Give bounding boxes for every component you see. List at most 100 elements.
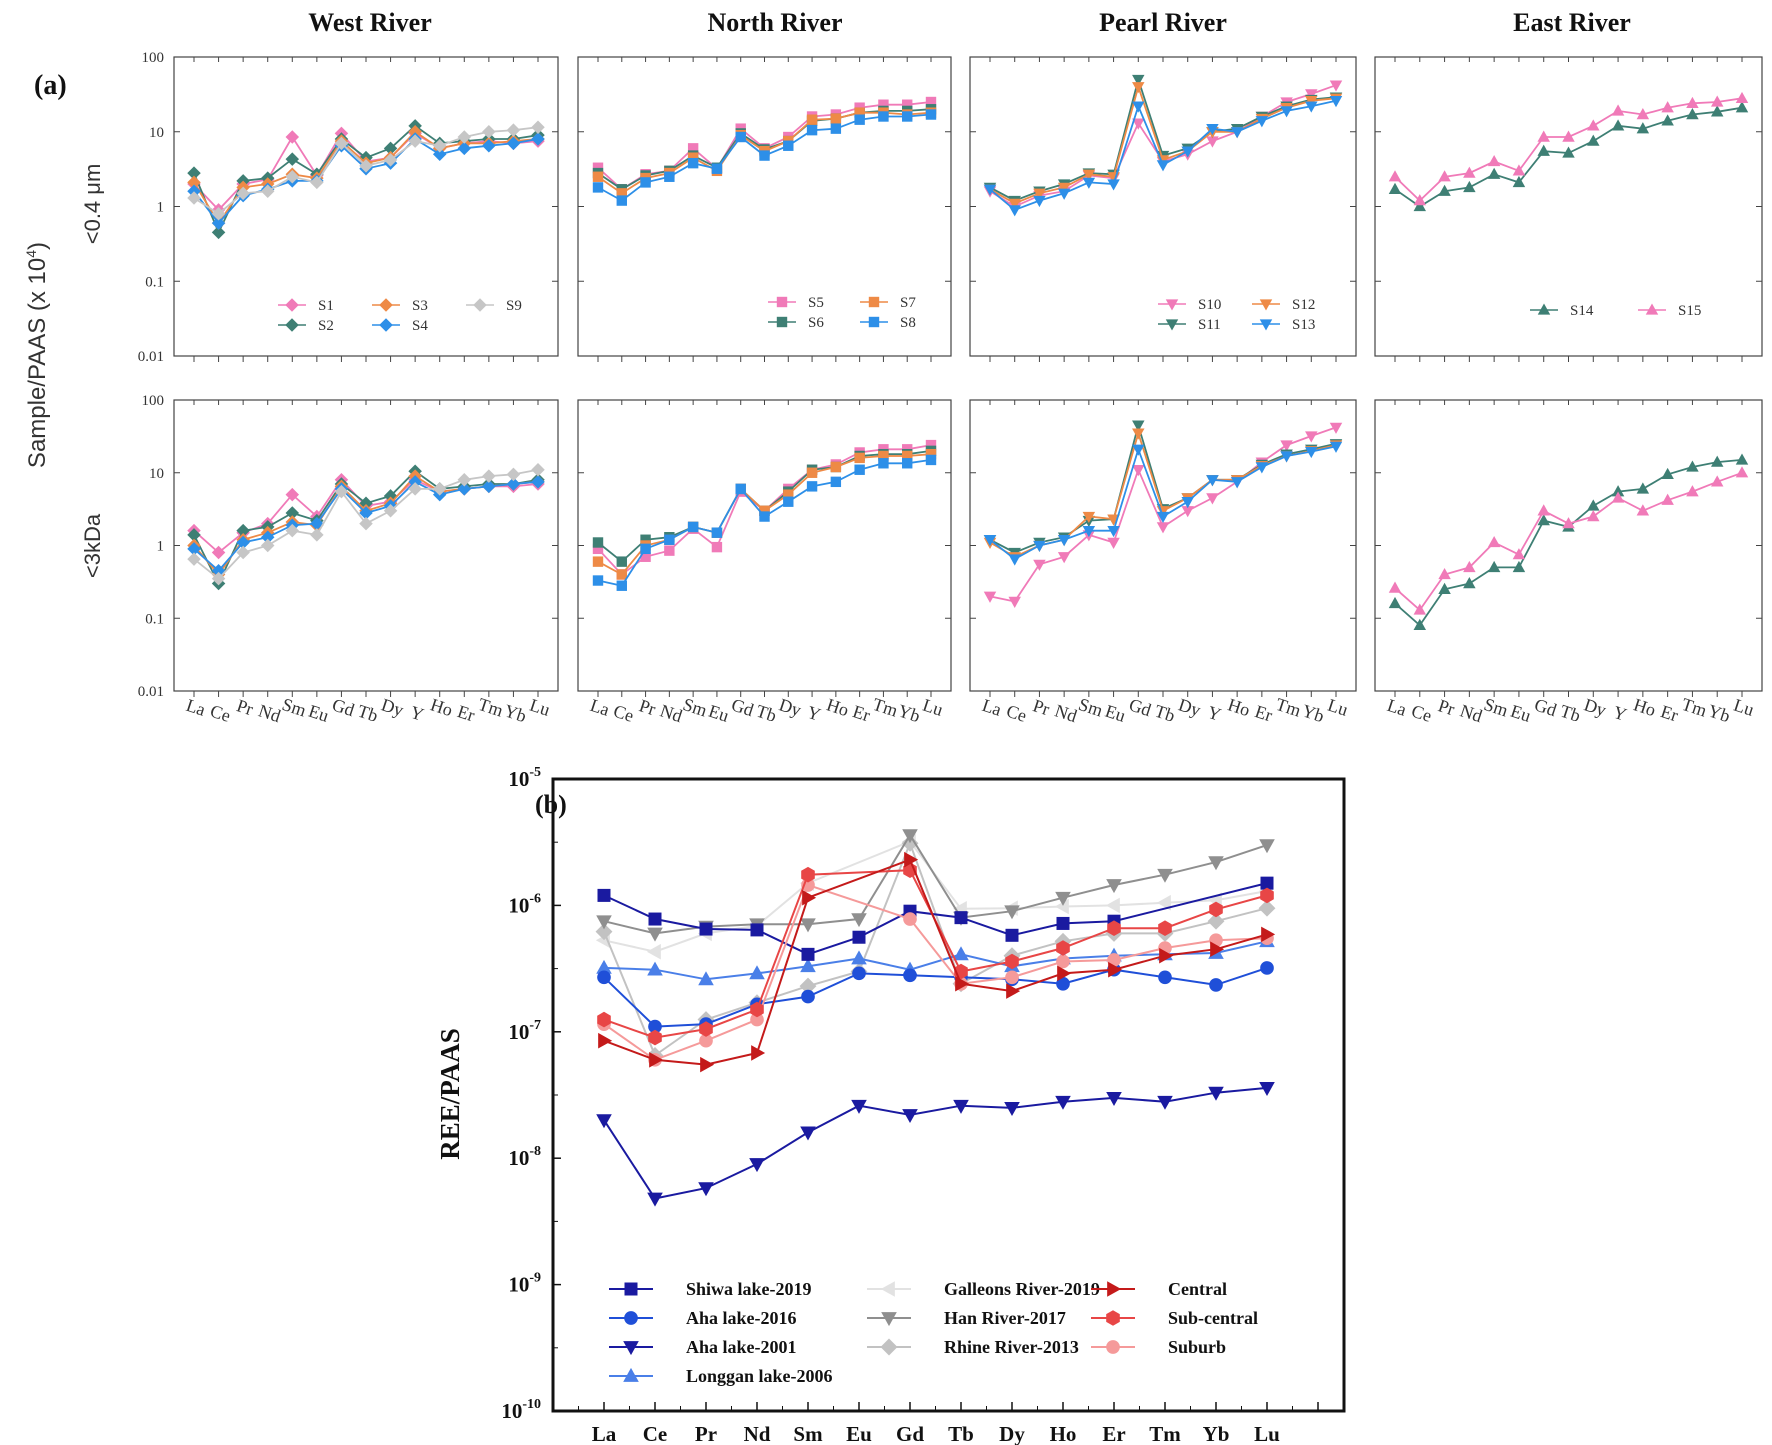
legend-item-aha-lake-2001: Aha lake-2001	[609, 1337, 797, 1357]
x-tick-label: Ho	[1631, 694, 1658, 720]
y-tick-label: 10-5	[508, 765, 541, 791]
data-point	[1438, 582, 1451, 594]
data-point	[711, 163, 723, 174]
data-point	[1207, 912, 1225, 930]
x-tick-label: Yb	[896, 700, 923, 726]
data-point	[1261, 926, 1276, 943]
x-tick-label: Tm	[1273, 694, 1303, 721]
panel-b-chart: (b) REE/PAAS 10-1010-910-810-710-610-5La…	[435, 765, 1346, 1445]
series-S15	[1388, 466, 1749, 615]
data-point	[1305, 101, 1318, 113]
data-point	[852, 930, 866, 944]
data-point	[801, 947, 815, 961]
x-tick-label: Gd	[330, 694, 357, 720]
data-point	[1208, 1086, 1224, 1101]
legend-item-aha-lake-2016: Aha lake-2016	[609, 1308, 797, 1328]
x-tick-label: Eu	[846, 1422, 872, 1445]
x-tick-label: Er	[1253, 701, 1275, 725]
legend-item-S6: S6	[768, 315, 824, 331]
data-point	[1206, 123, 1219, 136]
data-point	[983, 591, 997, 603]
data-point	[1735, 91, 1749, 104]
x-tick-label: Eu	[1508, 701, 1533, 726]
legend-item-sub-central: Sub-central	[1091, 1308, 1258, 1328]
x-tick-label: Pr	[234, 695, 255, 719]
y-axis-title-a: Sample/PAAS (x 104)	[23, 242, 51, 468]
data-point	[1033, 188, 1046, 200]
x-tick-label: Pr	[1031, 695, 1052, 719]
legend-item-S1: S1	[278, 298, 334, 314]
data-point	[750, 1001, 764, 1018]
data-point	[1082, 511, 1096, 524]
data-point	[187, 191, 201, 205]
data-point	[647, 961, 663, 976]
data-point	[1636, 122, 1650, 134]
x-tick-label: Ho	[1225, 694, 1252, 720]
x-tick-label: Dy	[1176, 694, 1203, 720]
legend-marker	[880, 1338, 898, 1356]
data-point	[1611, 491, 1625, 503]
x-tick-label: Dy	[1582, 694, 1609, 720]
legend-label: S5	[808, 295, 824, 311]
y-tick-label: 0.1	[145, 611, 164, 627]
data-point	[1636, 108, 1650, 120]
data-point	[1280, 106, 1293, 118]
legend-label: Aha lake-2001	[686, 1337, 797, 1357]
x-tick-label: Tb	[948, 1422, 974, 1445]
data-point	[1463, 180, 1476, 193]
data-point	[649, 1052, 664, 1068]
data-point	[1056, 954, 1070, 969]
series-S13	[983, 96, 1343, 217]
legend-item-S3: S3	[372, 298, 428, 314]
x-tick-label: Tm	[1149, 1422, 1181, 1445]
y-tick-label: 10	[149, 466, 164, 482]
panel-a-label: (a)	[34, 70, 67, 101]
data-point	[1057, 552, 1071, 564]
x-tick-label: Ce	[208, 701, 233, 726]
data-point	[1132, 74, 1145, 87]
data-point	[616, 556, 627, 567]
legend-label: Galleons River-2019	[944, 1279, 1100, 1299]
legend-marker	[285, 318, 299, 332]
legend-label: S4	[412, 318, 428, 334]
data-point	[1255, 116, 1269, 128]
data-point	[830, 123, 842, 134]
data-point	[1054, 898, 1069, 915]
y-tick-exp: -7	[529, 1018, 541, 1033]
x-tick-label: Eu	[706, 701, 731, 726]
legend-item-S14: S14	[1530, 303, 1594, 319]
data-point	[1260, 887, 1274, 904]
data-point	[211, 545, 226, 560]
legend-label: S15	[1678, 303, 1701, 319]
data-point	[830, 113, 842, 124]
data-point	[1537, 504, 1550, 516]
data-point	[1082, 525, 1096, 538]
data-point	[1438, 567, 1451, 580]
x-tick-label: Tb	[754, 701, 779, 726]
data-point	[1158, 970, 1172, 985]
data-point	[383, 141, 398, 156]
legend-label: S6	[808, 315, 824, 331]
data-point	[1132, 444, 1145, 456]
data-point	[699, 1021, 713, 1037]
data-point	[1611, 119, 1625, 131]
y-tick-exp: -10	[522, 1397, 541, 1412]
series-S8	[592, 454, 937, 591]
data-point	[1159, 947, 1174, 964]
legend-item-S2: S2	[278, 318, 334, 334]
legend-marker	[379, 298, 393, 312]
data-point	[1661, 101, 1674, 113]
data-point	[592, 182, 604, 193]
data-point	[1388, 170, 1402, 182]
y-tick-base: 10	[508, 893, 529, 917]
series-Sub-central	[597, 862, 1274, 1046]
data-point	[592, 543, 604, 555]
data-point	[1157, 1095, 1173, 1110]
x-tick-label: Lu	[920, 695, 945, 720]
panel-b-label: (b)	[535, 790, 567, 819]
data-point	[187, 175, 201, 190]
row-label-0: <0.4 μm	[80, 164, 105, 245]
x-tick-label: Yb	[1300, 700, 1327, 726]
legend-label: Sub-central	[1168, 1308, 1258, 1328]
